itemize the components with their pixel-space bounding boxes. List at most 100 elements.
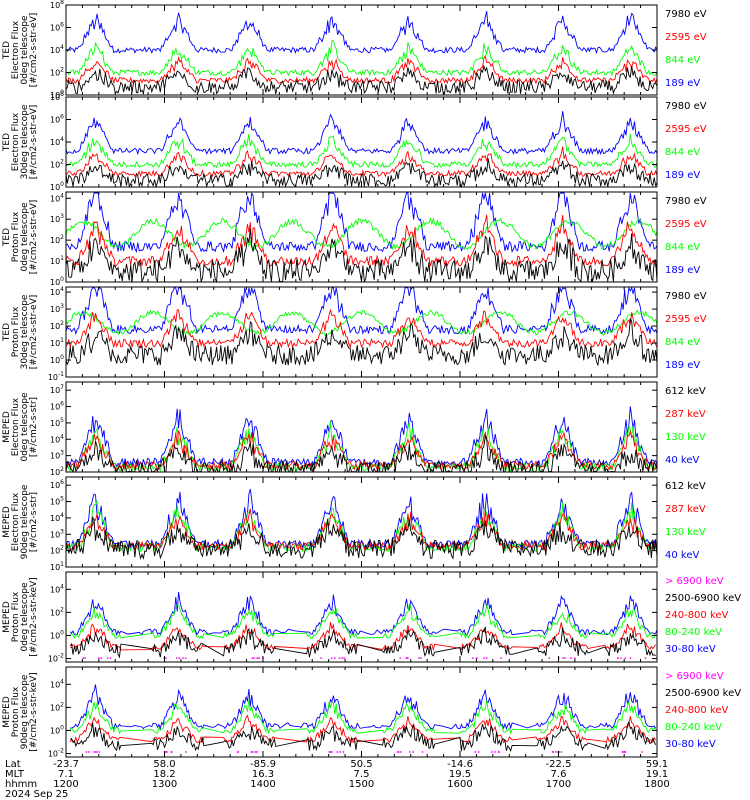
legend-entry: 40 keV: [665, 455, 699, 466]
mlt-label: 7.1: [58, 769, 74, 780]
series-point: [330, 657, 333, 659]
y-axis-label: 90deg telescope: [20, 484, 30, 559]
series-point: [255, 751, 258, 753]
series-line-black: [69, 626, 656, 659]
tick-label: 107: [50, 384, 64, 395]
series-point: [477, 751, 480, 753]
lat-label: -14.6: [447, 759, 473, 770]
series-point: [341, 657, 343, 659]
series-point: [342, 751, 345, 753]
series-line-blue: [70, 684, 656, 731]
series-line-blue: [65, 488, 658, 550]
date-label: 2024 Sep 25: [5, 789, 68, 800]
tick-label: 103: [50, 528, 64, 539]
legend-entry: > 6900 keV: [665, 671, 724, 682]
legend-entry: > 6900 keV: [665, 576, 724, 587]
legend-entry: 2595 eV: [665, 314, 707, 325]
y-axis-label: [#/cm2-s-str-eV]: [29, 105, 39, 180]
y-axis-label: TED: [2, 323, 12, 342]
legend-entry: 2500-6900 keV: [665, 688, 741, 699]
y-axis-label: MEPED: [2, 411, 12, 443]
series-point: [624, 657, 626, 659]
tick-label: 101: [50, 337, 64, 348]
lat-label: -85.9: [250, 759, 276, 770]
tick-label: 105: [50, 417, 64, 428]
y-axis-label: [#/cm2-s-str]: [29, 492, 39, 552]
tick-label: 104: [50, 286, 64, 297]
y-axis-label: [#/cm2-s-str]: [29, 397, 39, 457]
time-axis-row-label: hhmm: [5, 779, 37, 790]
series-point: [552, 751, 555, 753]
y-axis-label: [#/cm2-s-str-eV]: [29, 200, 39, 275]
tick-label: 102: [50, 545, 64, 556]
series-point: [237, 751, 239, 753]
series-point: [407, 657, 409, 659]
tick-label: 101: [50, 561, 64, 572]
legend-entry: 30-80 keV: [665, 644, 716, 655]
hhmm-label: 1400: [250, 779, 275, 790]
series-line-green: [65, 309, 658, 336]
series-point: [329, 751, 332, 753]
series-line-red: [65, 508, 658, 552]
series-point: [256, 657, 259, 659]
series-point: [94, 751, 96, 753]
legend-entry: 130 keV: [665, 432, 706, 443]
series-line-green: [65, 500, 658, 553]
y-axis-label: Proton Flux: [11, 211, 21, 262]
tick-label: 104: [50, 192, 64, 203]
series-point: [560, 751, 563, 753]
panel-3: 100 101 102 103 104 TED Proton Flux 0deg telesc…: [2, 191, 707, 287]
series-point: [399, 657, 401, 659]
series-point: [476, 657, 478, 659]
legend-entry: 844 eV: [665, 337, 700, 348]
series-point: [178, 657, 181, 659]
y-axis-label: [#/cm2-s-str-eV]: [29, 13, 39, 88]
series-line-red: [65, 429, 658, 472]
legend-entry: 240-800 keV: [665, 610, 729, 621]
series-point: [412, 751, 414, 753]
series-point: [252, 751, 254, 753]
mlt-label: 7.6: [551, 769, 567, 780]
series-point: [170, 751, 173, 753]
panel-5: 102 103 104 105 106 107 MEPED Electron Flux 0deg…: [2, 381, 706, 477]
y-axis-label: 30deg telescope: [20, 294, 30, 369]
tick-label: 102: [50, 67, 64, 78]
hhmm-label: 1600: [447, 779, 472, 790]
legend-entry: 2500-6900 keV: [665, 593, 741, 604]
series-line-green: [65, 40, 658, 77]
y-axis-label: 0deg telescope: [20, 392, 30, 462]
legend-entry: 612 keV: [665, 386, 706, 397]
series-point: [472, 657, 474, 659]
panel-8: 10-2 100 102 104 MEPED Proton Flux 90deg teles…: [2, 666, 741, 759]
tick-label: 102: [50, 466, 64, 477]
legend-entry: 80-240 keV: [665, 627, 722, 638]
hhmm-label: 1300: [152, 779, 177, 790]
series-line-black: [65, 515, 658, 561]
y-axis-label: MEPED: [2, 696, 12, 728]
time-axis-row-label: Lat: [5, 759, 21, 770]
y-axis-label: Electron Flux: [11, 492, 21, 551]
series-point: [562, 657, 565, 659]
series-line-blue: [65, 286, 658, 336]
tick-label: 106: [50, 22, 64, 33]
tick-label: 100: [50, 181, 64, 192]
tick-label: 106: [50, 401, 64, 412]
legend-entry: 844 eV: [665, 242, 700, 253]
series-line-red: [70, 622, 656, 652]
series-point: [182, 657, 184, 659]
series-point: [164, 751, 166, 753]
series-point: [109, 657, 112, 659]
tick-label: 102: [50, 701, 64, 712]
series-point: [485, 657, 488, 659]
series-line-blue: [65, 406, 658, 468]
y-axis-label: Proton Flux: [11, 306, 21, 357]
y-axis-label: 30deg telescope: [20, 104, 30, 179]
tick-label: 104: [50, 44, 64, 55]
tick-label: 103: [50, 450, 64, 461]
tick-label: 100: [50, 724, 64, 735]
series-line-black: [69, 721, 657, 752]
tick-label: 104: [50, 678, 64, 689]
series-point: [165, 751, 168, 753]
series-point: [96, 751, 98, 753]
series-point: [405, 657, 407, 659]
